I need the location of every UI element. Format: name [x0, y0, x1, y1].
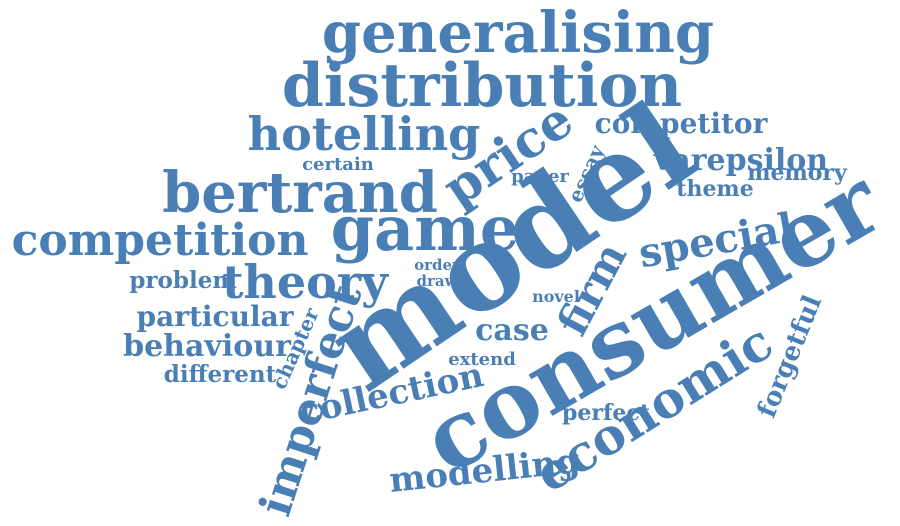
word-problem: problem [129, 267, 236, 294]
word-order: order [414, 256, 461, 274]
word-behaviour: behaviour [123, 329, 292, 364]
word-extend: extend [448, 349, 516, 370]
word-bertrand: bertrand [162, 160, 438, 226]
word-case: case [475, 313, 549, 348]
word-competition: competition [12, 215, 309, 266]
word-different: different [164, 361, 277, 388]
word-paper: paper [511, 166, 569, 187]
word-generalising: generalising [322, 0, 714, 66]
word-competitor: competitor [595, 107, 769, 140]
word-memory: memory [747, 160, 848, 186]
word-hotelling: hotelling [248, 107, 481, 161]
word-draw: draw [416, 272, 458, 290]
word-game: game [331, 192, 520, 265]
word-perfect: perfect [562, 400, 651, 426]
word-theory: theory [222, 255, 389, 309]
word-certain: certain [302, 154, 374, 175]
word-particular: particular [137, 300, 295, 333]
word-distribution: distribution [282, 51, 682, 121]
word-varepsilon: varepsilon [653, 143, 828, 178]
word-theme: theme [676, 176, 753, 202]
word-novel: novel [532, 287, 580, 306]
